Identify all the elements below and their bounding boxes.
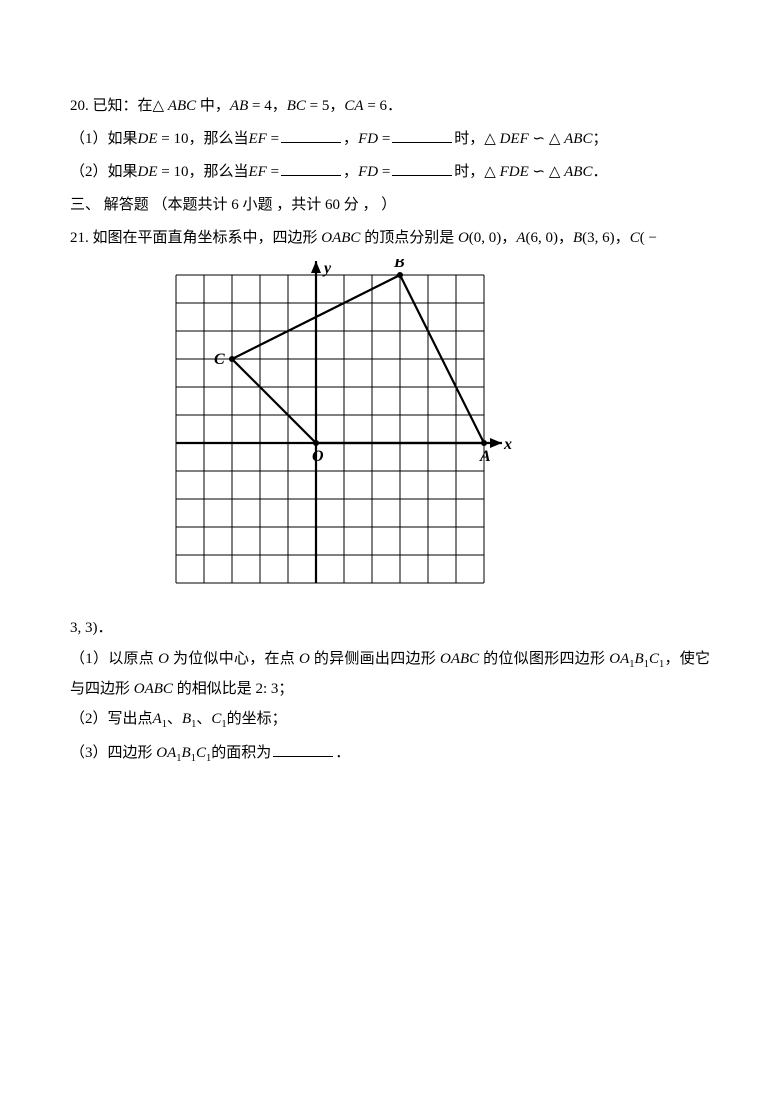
q20-part1: （1）如果DE = 10，那么当EF =，FD =时，△ DEF ∽ △ ABC…	[70, 123, 710, 156]
section-3-header: 三、 解答题 （本题共计 6 小题 ，共计 60 分 ， ）	[70, 189, 710, 222]
q20-stem: 20. 已知：在△ ABC 中，AB = 4，BC = 5，CA = 6．	[70, 90, 710, 123]
svg-text:O: O	[312, 448, 324, 465]
svg-text:C: C	[214, 351, 225, 368]
q21-part1: （1）以原点 O 为位似中心，在点 O 的异侧画出四边形 OABC 的位似图形四…	[70, 645, 710, 703]
q21-part3: （3）四边形 OA1B1C1的面积为．	[70, 737, 710, 770]
blank-ef-1[interactable]	[281, 128, 341, 143]
q21-stem: 21. 如图在平面直角坐标系中，四边形 OABC 的顶点分别是 O(0, 0)，…	[70, 222, 710, 255]
q21-stem-cont: 3, 3)．	[70, 612, 710, 645]
svg-text:B: B	[393, 259, 405, 271]
q20-part2: （2）如果DE = 10，那么当EF =，FD =时，△ FDE ∽ △ ABC…	[70, 156, 710, 189]
blank-fd-2[interactable]	[392, 161, 452, 176]
q21-part2: （2）写出点A1、B1、C1的坐标；	[70, 703, 710, 736]
svg-text:x: x	[503, 436, 512, 453]
svg-text:y: y	[322, 260, 332, 277]
blank-ef-2[interactable]	[281, 161, 341, 176]
q20-number: 20.	[70, 98, 89, 114]
svg-text:A: A	[479, 448, 491, 465]
blank-area[interactable]	[273, 742, 333, 757]
q21-figure: y x O A B C	[160, 259, 710, 612]
coordinate-grid-svg: y x O A B C	[160, 259, 530, 599]
q21-number: 21.	[70, 230, 89, 246]
blank-fd-1[interactable]	[392, 128, 452, 143]
